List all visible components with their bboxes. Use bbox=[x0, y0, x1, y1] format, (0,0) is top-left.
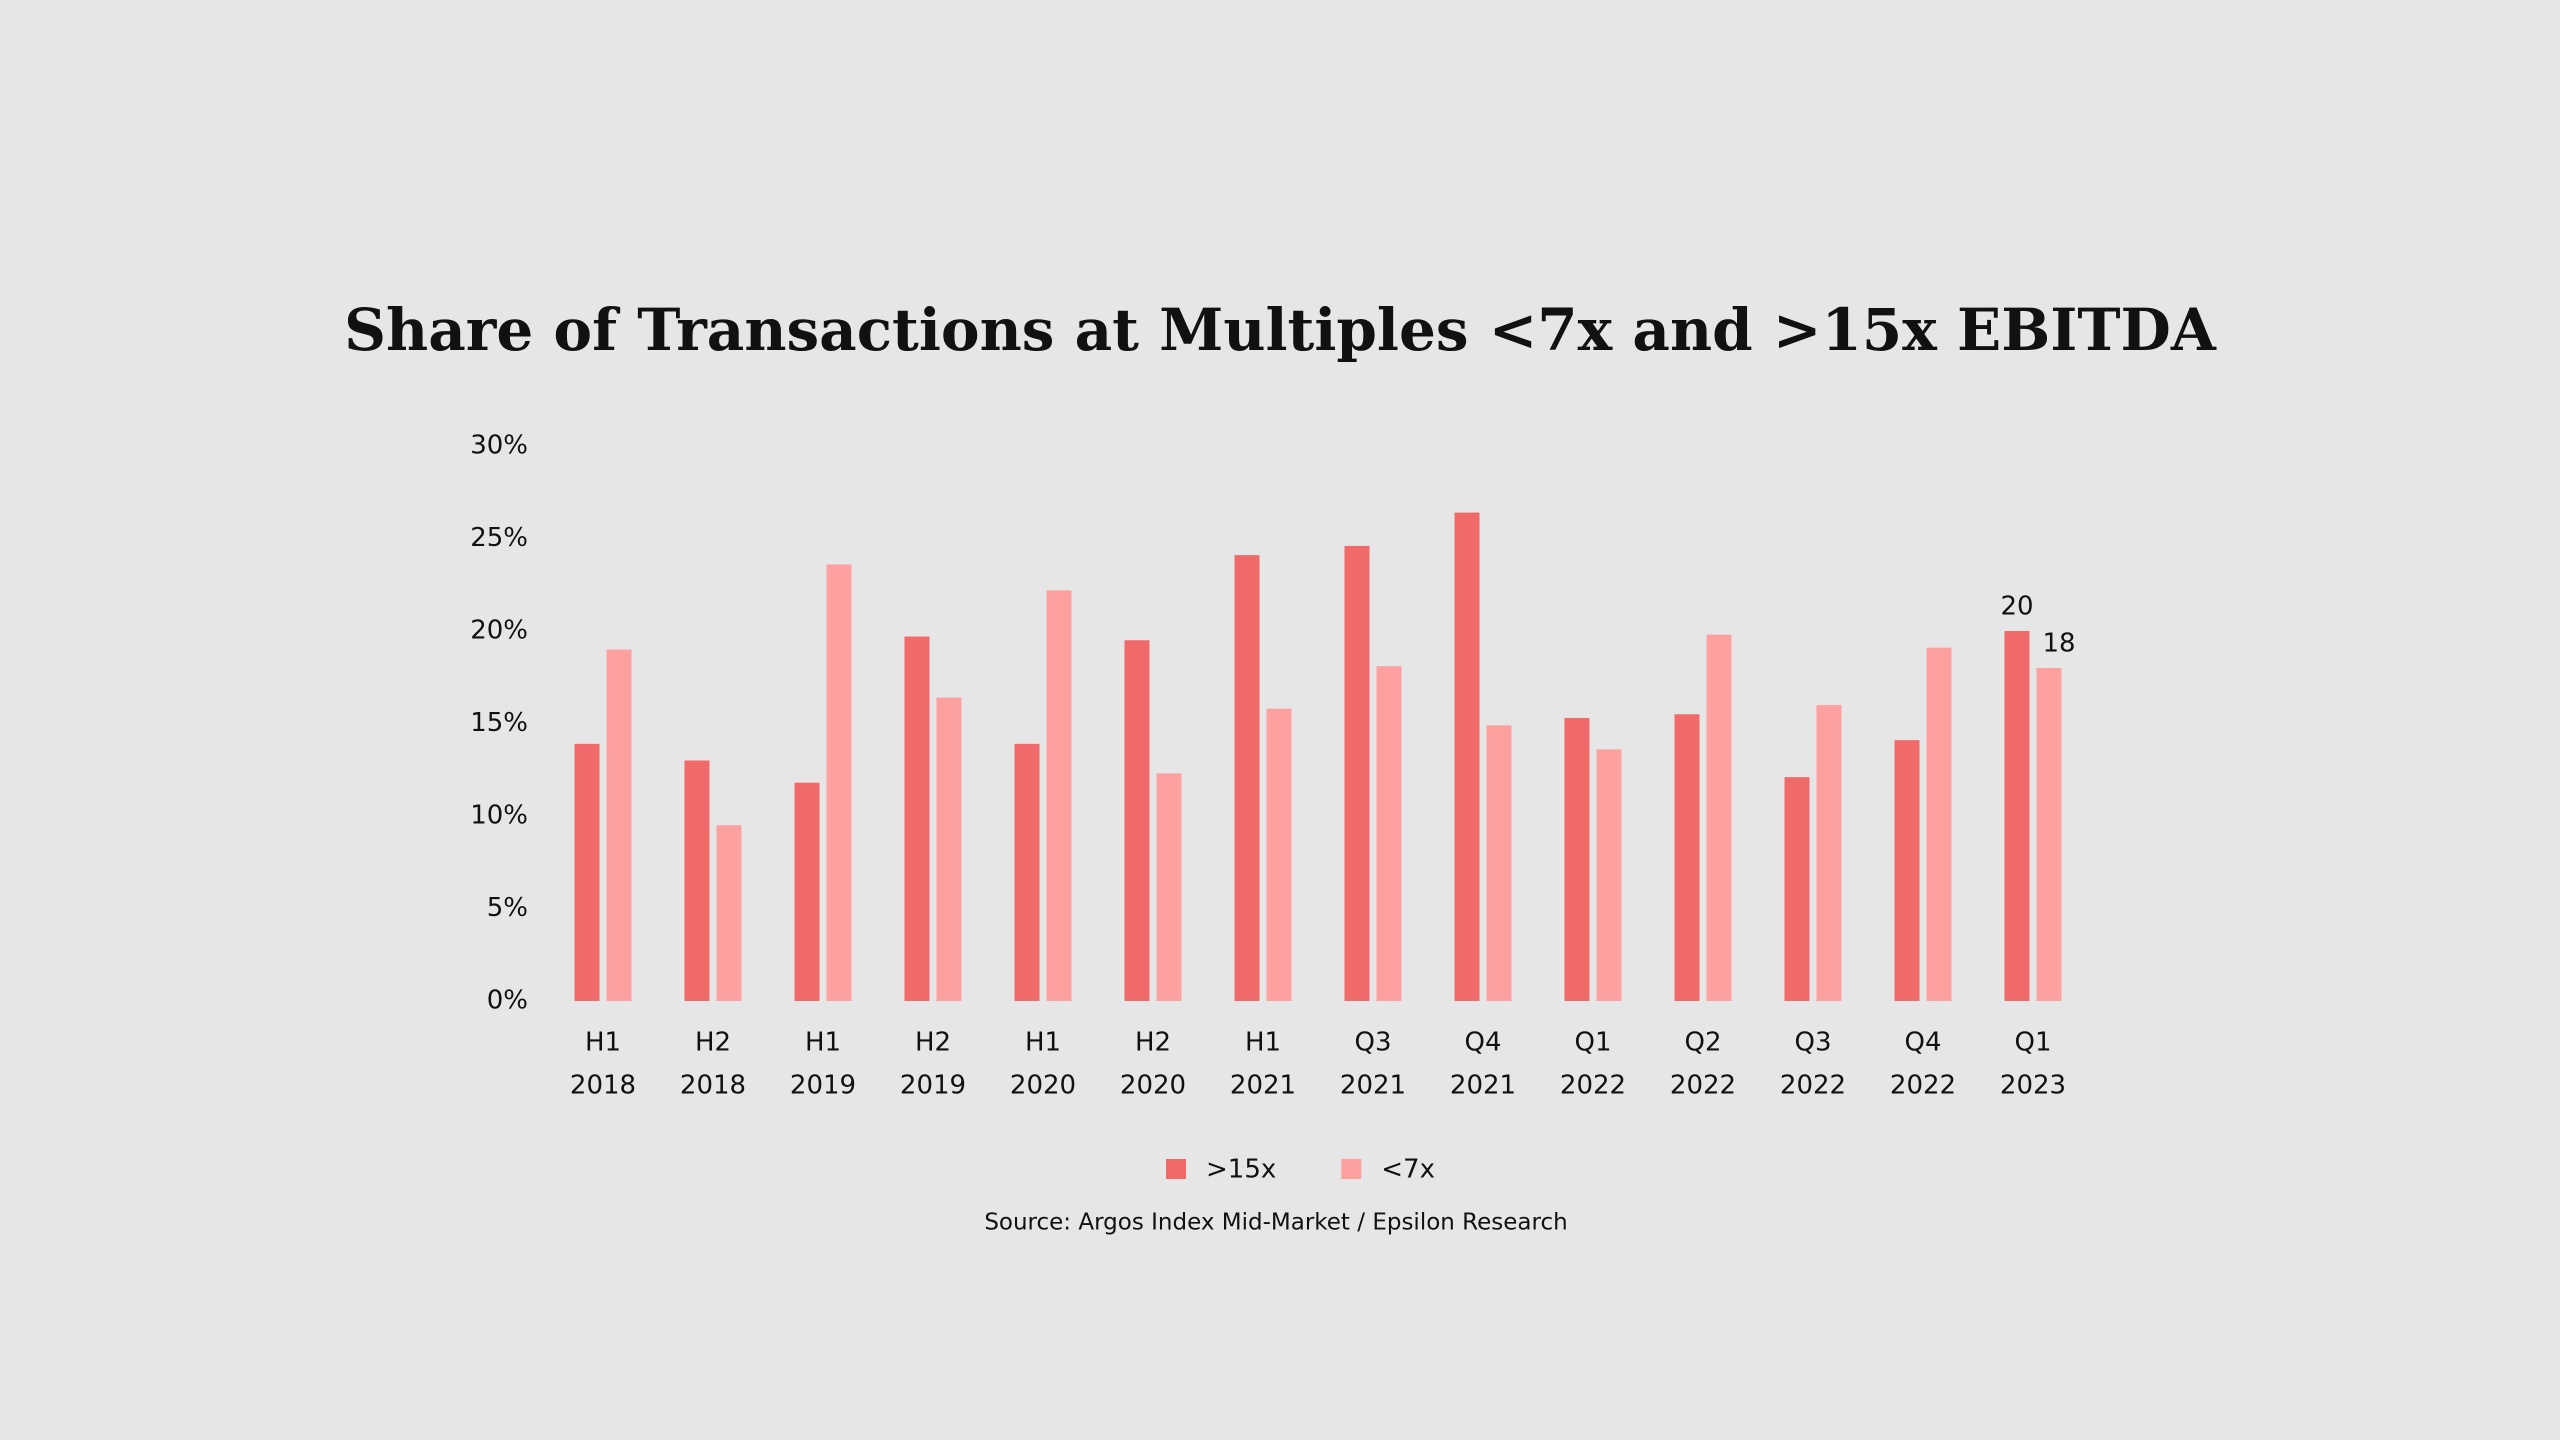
x-tick-label: Q3 bbox=[1794, 1028, 1831, 1058]
bar bbox=[1124, 640, 1150, 1001]
bar bbox=[936, 697, 962, 1001]
legend-label: >15x bbox=[1206, 1155, 1276, 1185]
bar bbox=[1816, 705, 1842, 1001]
x-tick-label: H2 bbox=[915, 1028, 951, 1058]
x-tick-label: 2021 bbox=[1450, 1071, 1516, 1101]
x-tick-label: H2 bbox=[695, 1028, 731, 1058]
x-tick-label: 2021 bbox=[1230, 1071, 1296, 1101]
y-tick-label: 30% bbox=[470, 431, 528, 461]
x-tick-label: H1 bbox=[1245, 1028, 1281, 1058]
x-tick-label: Q4 bbox=[1904, 1028, 1941, 1058]
bar bbox=[1234, 555, 1260, 1001]
x-tick-label: 2022 bbox=[1780, 1071, 1846, 1101]
bar bbox=[1046, 590, 1072, 1001]
bar bbox=[904, 636, 930, 1001]
bar bbox=[1266, 708, 1292, 1001]
bar bbox=[794, 782, 820, 1001]
x-tick-label: Q2 bbox=[1684, 1028, 1721, 1058]
chart-title: Share of Transactions at Multiples <7x a… bbox=[344, 296, 2217, 364]
legend-swatch bbox=[1341, 1159, 1362, 1179]
y-tick-label: 15% bbox=[470, 708, 528, 738]
x-tick-label: H1 bbox=[805, 1028, 841, 1058]
y-tick-label: 0% bbox=[487, 986, 528, 1016]
x-tick-label: H1 bbox=[585, 1028, 621, 1058]
y-tick-label: 10% bbox=[470, 801, 528, 831]
legend-label: <7x bbox=[1381, 1155, 1435, 1185]
x-tick-label: 2019 bbox=[790, 1071, 856, 1101]
bar bbox=[574, 743, 600, 1001]
bar bbox=[1674, 714, 1700, 1001]
bar bbox=[1564, 717, 1590, 1001]
x-tick-label: 2018 bbox=[680, 1071, 746, 1101]
bar bbox=[1486, 725, 1512, 1001]
y-tick-label: 5% bbox=[487, 893, 528, 923]
x-tick-label: 2018 bbox=[570, 1071, 636, 1101]
legend-swatch bbox=[1166, 1159, 1186, 1179]
bar bbox=[1926, 647, 1952, 1001]
bar bbox=[1454, 512, 1480, 1001]
value-label: 18 bbox=[2042, 629, 2075, 659]
x-tick-label: 2020 bbox=[1120, 1071, 1186, 1101]
y-tick-label: 20% bbox=[470, 616, 528, 646]
x-tick-label: H2 bbox=[1135, 1028, 1171, 1058]
bar bbox=[1376, 666, 1402, 1001]
bar bbox=[2004, 631, 2030, 1001]
x-tick-label: Q3 bbox=[1354, 1028, 1391, 1058]
x-tick-label: 2022 bbox=[1560, 1071, 1626, 1101]
bar bbox=[1014, 743, 1040, 1001]
x-tick-label: H1 bbox=[1025, 1028, 1061, 1058]
x-tick-label: Q1 bbox=[1574, 1028, 1611, 1058]
bar bbox=[684, 760, 710, 1001]
bar bbox=[1706, 634, 1732, 1001]
x-tick-label: 2022 bbox=[1890, 1071, 1956, 1101]
y-tick-label: 25% bbox=[470, 523, 528, 553]
bar bbox=[606, 649, 632, 1001]
x-tick-label: 2023 bbox=[2000, 1071, 2066, 1101]
x-tick-label: 2020 bbox=[1010, 1071, 1076, 1101]
value-label: 20 bbox=[2000, 592, 2033, 622]
bar bbox=[1344, 545, 1370, 1001]
bar bbox=[1596, 749, 1622, 1001]
x-tick-label: Q1 bbox=[2014, 1028, 2051, 1058]
bar bbox=[1894, 740, 1920, 1001]
bar bbox=[716, 825, 742, 1001]
x-tick-label: 2021 bbox=[1340, 1071, 1406, 1101]
bar bbox=[2036, 668, 2062, 1001]
bar bbox=[826, 564, 852, 1001]
x-tick-label: 2019 bbox=[900, 1071, 966, 1101]
x-tick-label: 2022 bbox=[1670, 1071, 1736, 1101]
source: Source: Argos Index Mid-Market / Epsilon… bbox=[984, 1210, 1567, 1236]
bar bbox=[1784, 777, 1810, 1001]
bar bbox=[1156, 773, 1182, 1001]
x-tick-label: Q4 bbox=[1464, 1028, 1501, 1058]
